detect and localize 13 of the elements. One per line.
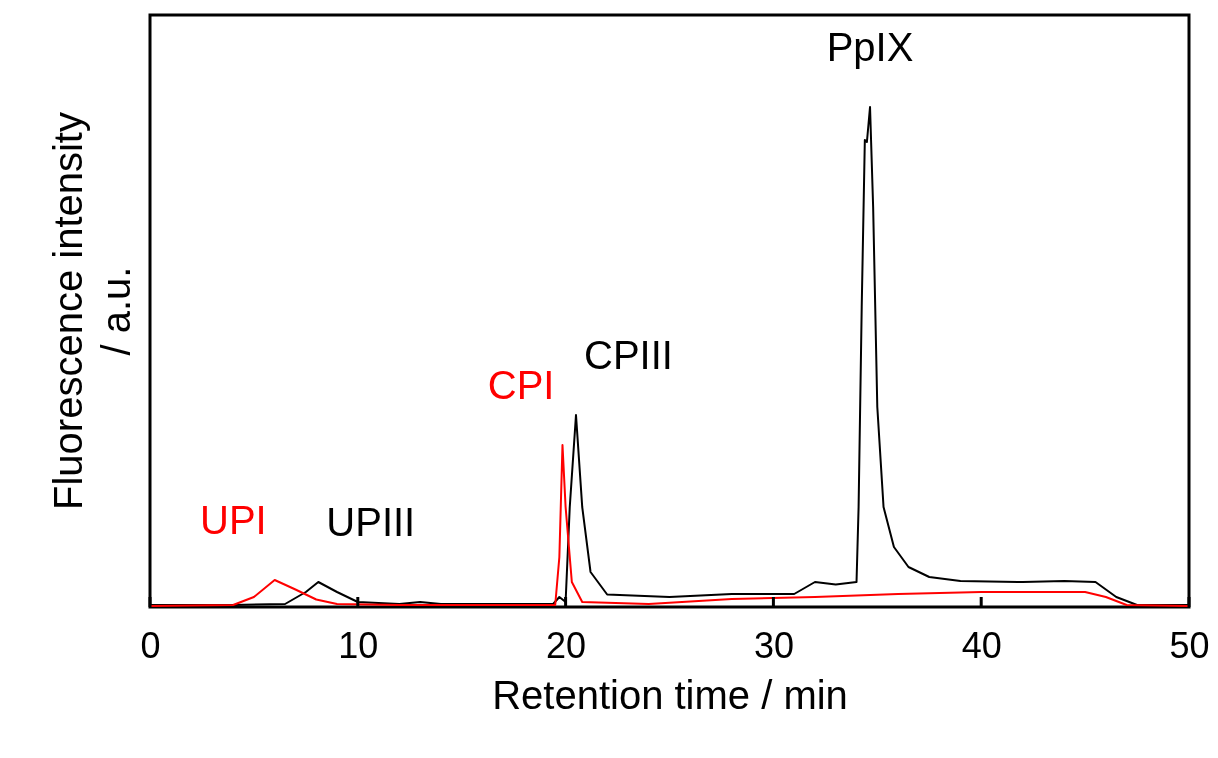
annotation: PpIX: [826, 25, 914, 69]
annotation: UPIII: [326, 500, 416, 544]
x-tick-label: 40: [961, 624, 1002, 666]
x-tick-label: 0: [140, 624, 161, 666]
annotation: CPIII: [583, 333, 673, 377]
y-axis-title: Fluorescence intensity / a.u.: [46, 112, 138, 510]
x-axis-title: Retention time / min: [492, 672, 848, 717]
annotation: UPI: [199, 498, 267, 542]
annotation: CPI: [487, 363, 555, 407]
x-tick-label: 10: [338, 624, 379, 666]
x-tick-label: 30: [753, 624, 794, 666]
x-tick-label: 50: [1169, 624, 1210, 666]
x-tick-label: 20: [546, 624, 587, 666]
